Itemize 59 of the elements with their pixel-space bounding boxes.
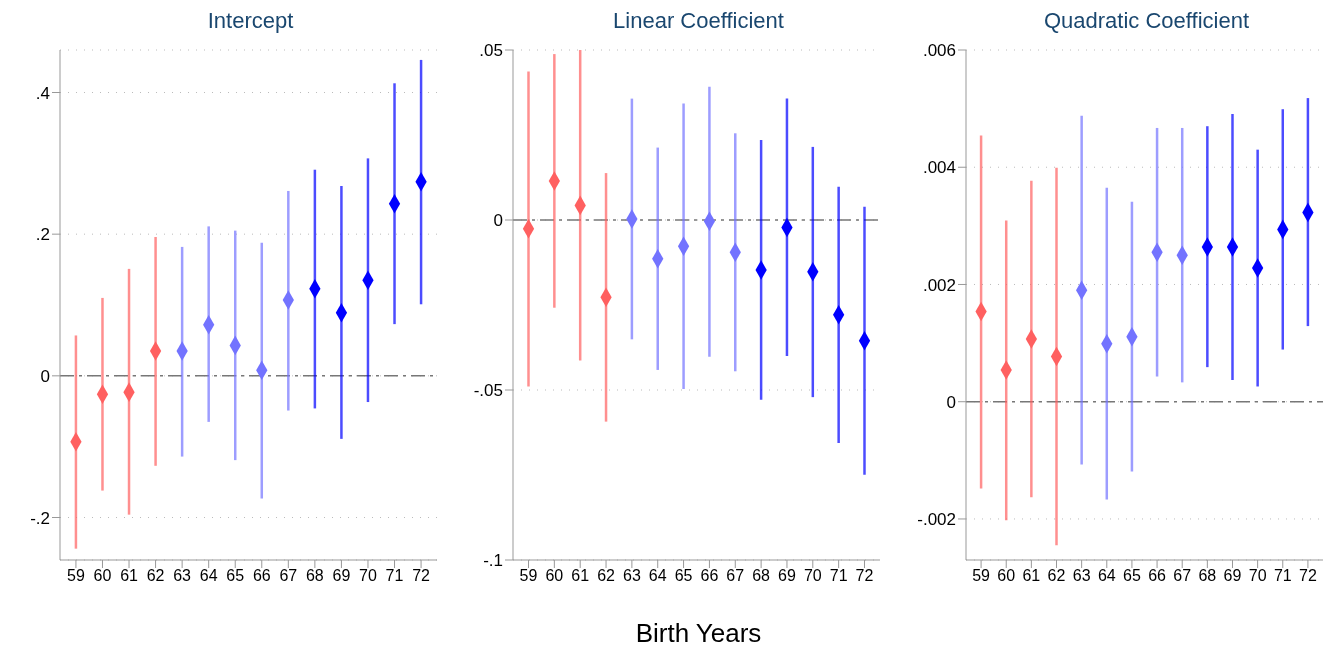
x-tick-label: 59 <box>519 567 538 585</box>
y-tick-label: .002 <box>922 275 956 295</box>
x-tick-label: 67 <box>279 567 298 585</box>
x-tick-label: 70 <box>1248 567 1267 585</box>
x-tick-label: 72 <box>412 567 431 585</box>
x-tick-label: 66 <box>1148 567 1167 585</box>
y-tick-label: -.05 <box>473 381 503 401</box>
chart-title: Intercept <box>206 8 295 35</box>
x-tick-label: 68 <box>752 567 771 585</box>
y-tick-label: .2 <box>35 225 50 245</box>
x-tick-label: 63 <box>622 567 641 585</box>
x-tick-label: 59 <box>67 567 85 585</box>
y-tick-label: -.2 <box>30 508 50 528</box>
x-tick-label: 70 <box>359 567 377 585</box>
x-tick-label: 71 <box>829 567 848 585</box>
x-tick-label: 64 <box>199 567 218 585</box>
x-tick-label: 65 <box>674 567 693 585</box>
y-tick-label: .05 <box>479 41 503 61</box>
x-tick-label: 65 <box>226 567 245 585</box>
y-tick-label: 0 <box>493 211 503 231</box>
x-tick-label: 61 <box>571 567 590 585</box>
x-axis-title: Birth Years <box>634 618 763 646</box>
x-tick-label: 67 <box>726 567 745 585</box>
y-tick-label: -.002 <box>917 510 956 529</box>
x-tick-label: 64 <box>1097 567 1116 585</box>
x-tick-label: 63 <box>1072 567 1091 585</box>
chart-title: Linear Coefficient <box>612 8 785 35</box>
y-tick-label: .004 <box>922 158 956 178</box>
x-tick-label: 65 <box>1123 567 1141 585</box>
x-tick-label: 64 <box>648 567 667 585</box>
x-tick-label: 62 <box>597 567 616 585</box>
y-tick-label: -.1 <box>483 551 503 571</box>
x-tick-label: 71 <box>1273 567 1292 585</box>
x-tick-label: 67 <box>1173 567 1192 585</box>
chart-title: Quadratic Coefficient <box>1042 8 1250 35</box>
x-tick-label: 61 <box>1022 567 1041 585</box>
x-tick-label: 62 <box>146 567 165 585</box>
x-tick-label: 69 <box>778 567 796 585</box>
x-tick-label: 72 <box>855 567 874 585</box>
x-tick-label: 60 <box>93 567 112 585</box>
x-tick-label: 69 <box>332 567 351 585</box>
x-tick-label: 72 <box>1299 567 1317 585</box>
x-tick-label: 60 <box>545 567 564 585</box>
x-tick-label: 60 <box>997 567 1016 585</box>
x-tick-label: 70 <box>803 567 822 585</box>
y-tick-label: 0 <box>946 392 956 412</box>
x-tick-label: 69 <box>1223 567 1242 585</box>
x-tick-label: 68 <box>305 567 324 585</box>
x-tick-label: 61 <box>120 567 139 585</box>
x-tick-label: 66 <box>700 567 719 585</box>
y-tick-label: .4 <box>35 83 50 103</box>
x-tick-label: 63 <box>173 567 192 585</box>
x-tick-label: 66 <box>252 567 271 585</box>
y-tick-label: 0 <box>40 366 50 386</box>
x-tick-label: 71 <box>385 567 404 585</box>
x-tick-label: 68 <box>1198 567 1217 585</box>
y-tick-label: .006 <box>922 41 956 61</box>
x-tick-label: 59 <box>972 567 991 585</box>
x-tick-label: 62 <box>1047 567 1066 585</box>
